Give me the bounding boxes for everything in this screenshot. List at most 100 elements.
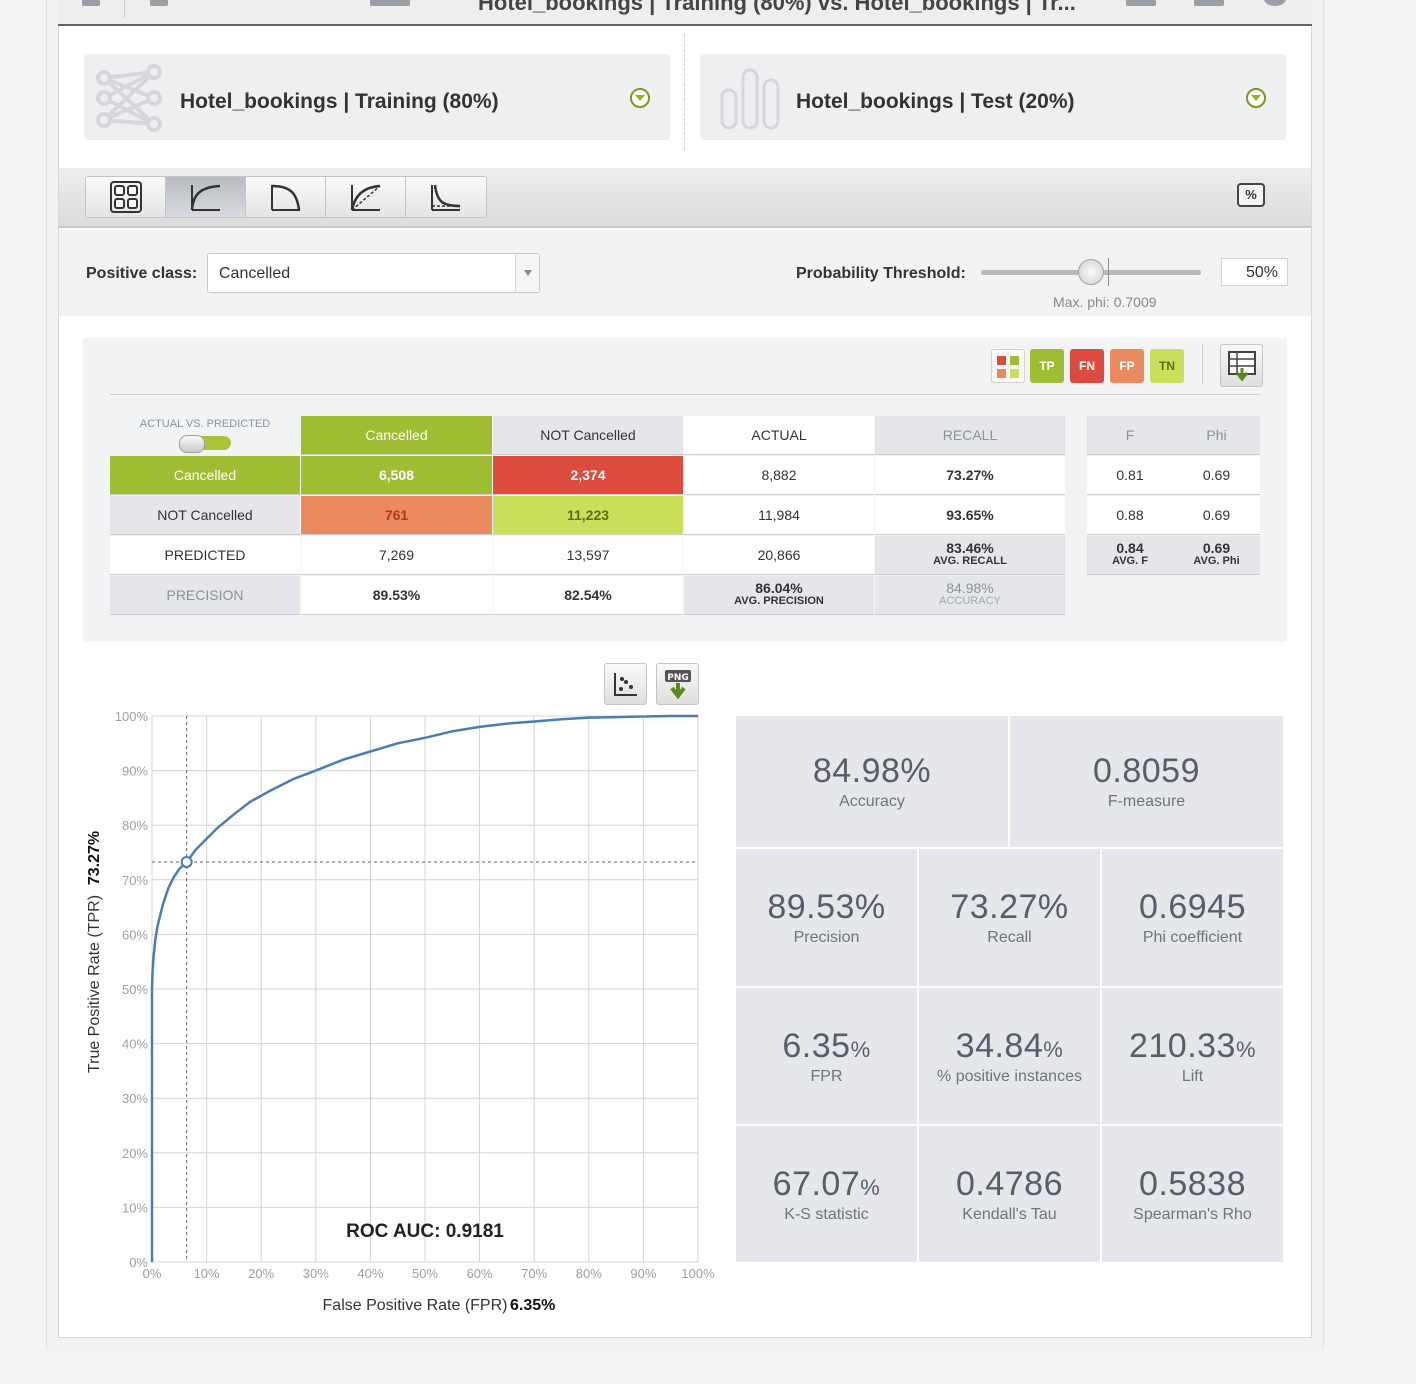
threshold-slider-handle[interactable] — [1078, 259, 1104, 285]
legend-fn-button[interactable]: FN — [1070, 349, 1104, 383]
phi-metric-value: 0.6945 — [1139, 888, 1246, 926]
cell-tn[interactable]: 11,223 — [493, 496, 683, 535]
precision-recall-icon — [270, 184, 300, 211]
x-tick-label: 50% — [412, 1266, 438, 1281]
avg-precision-label: AVG. PRECISION — [734, 595, 824, 607]
lift-metric-value: 210.33% — [1129, 1027, 1256, 1066]
ks-unit: % — [860, 1174, 881, 1200]
scatter-plot-button[interactable] — [604, 663, 647, 705]
legend-grid-cell — [997, 356, 1006, 365]
metric-lift: 210.33% Lift — [1102, 988, 1283, 1124]
spearman-metric-label: Spearman's Rho — [1133, 1205, 1252, 1223]
col-header-actual: ACTUAL — [684, 416, 874, 455]
legend-grid-cell — [1010, 369, 1019, 378]
toolbar-divider — [124, 0, 125, 18]
y-tick-label: 40% — [122, 1037, 148, 1052]
info-icon[interactable] — [82, 0, 100, 6]
scatter-plot-icon — [614, 673, 637, 696]
roc-chart-svg: 0% 10% 20% 30% 40% 50% 60% 70% 80% 90% 100% 0% 10% 20… — [86, 709, 715, 1314]
x-tick-label: 100% — [681, 1266, 715, 1281]
actual-predicted-toggle[interactable] — [179, 435, 231, 453]
avg-recall-label: AVG. RECALL — [933, 555, 1007, 567]
threshold-label: Probability Threshold: — [796, 265, 966, 282]
f-measure-metric-label: F-measure — [1107, 793, 1186, 810]
positive-class-select[interactable]: Cancelled — [207, 253, 540, 293]
avg-precision-value: 86.04% — [755, 580, 803, 596]
fpr-metric-value: 6.35% — [782, 1027, 870, 1066]
cell-avg-recall: 83.46% AVG. RECALL — [875, 536, 1065, 575]
training-dropdown-icon[interactable] — [630, 88, 650, 108]
roc-curve-icon — [190, 184, 220, 211]
more-icon[interactable] — [1194, 0, 1224, 6]
lift-number: 210.33 — [1128, 1026, 1236, 1065]
svg-text:PNG: PNG — [667, 673, 689, 683]
f-measure-metric-value: 0.8059 — [1093, 752, 1200, 790]
move-icon[interactable] — [150, 0, 168, 6]
accuracy-value: 84.98% — [946, 580, 994, 596]
tab-lift-curve[interactable] — [406, 177, 486, 217]
chevron-down-icon[interactable] — [515, 254, 539, 292]
row-header-positive: Cancelled — [110, 456, 300, 495]
excel-export-button[interactable] — [1220, 344, 1263, 387]
cell-actual-negative: 11,984 — [684, 496, 874, 535]
operating-point[interactable] — [180, 855, 193, 868]
accuracy-metric-label: Accuracy — [839, 793, 905, 810]
x-marker-label: 6.35% — [510, 1297, 555, 1314]
actions-icon[interactable] — [1126, 0, 1156, 6]
help-icon[interactable] — [1264, 0, 1286, 6]
x-tick-label: 80% — [576, 1266, 602, 1281]
accuracy-metric-value: 84.98% — [812, 752, 932, 790]
avg-phi-value: 0.69 — [1202, 540, 1231, 556]
confusion-matrix-icon — [109, 181, 142, 213]
test-dataset-box[interactable]: Hotel_bookings | Test (20%) — [700, 54, 1286, 140]
y-tick-label: 70% — [122, 873, 148, 888]
legend-tp-button[interactable]: TP — [1030, 349, 1064, 383]
kendall-metric-value: 0.4786 — [956, 1164, 1063, 1203]
avg-f-label: AVG. F — [1112, 555, 1148, 567]
metric-phi: 0.6945 Phi coefficient — [1102, 849, 1283, 986]
positive-instances-metric-label: % positive instances — [937, 1067, 1082, 1085]
metric-kendall: 0.4786 Kendall's Tau — [919, 1126, 1100, 1262]
evaluation-toolbar: % — [59, 168, 1311, 228]
y-tick-label: 100% — [115, 709, 149, 724]
avg-phi-label: AVG. Phi — [1193, 555, 1240, 567]
training-dataset-box[interactable]: Hotel_bookings | Training (80%) — [84, 54, 670, 140]
avg-f-value: 0.84 — [1116, 540, 1144, 556]
legend-tn-button[interactable]: TN — [1150, 349, 1184, 383]
percent-icon[interactable]: % — [1237, 183, 1265, 207]
training-dataset-label: Hotel_bookings | Training (80%) — [180, 90, 499, 113]
dataset-divider — [684, 34, 685, 150]
png-download-button[interactable]: PNG — [656, 663, 699, 705]
side-f-negative: 0.88 — [1087, 496, 1173, 535]
cell-fp[interactable]: 761 — [301, 496, 492, 535]
cell-tp[interactable]: 6,508 — [301, 456, 492, 495]
col-header-negative: NOT Cancelled — [493, 416, 683, 455]
tab-roc-curve[interactable] — [166, 177, 246, 217]
y-tick-label: 60% — [122, 927, 148, 942]
recall-metric-value: 73.27% — [950, 888, 1069, 926]
x-tick-label: 10% — [194, 1266, 220, 1281]
positive-instances-metric-value: 34.84% — [956, 1027, 1064, 1066]
excel-export-icon — [1228, 351, 1256, 382]
legend-fp-button[interactable]: FP — [1110, 349, 1144, 383]
tab-gain-curve[interactable] — [326, 177, 406, 217]
cell-fn[interactable]: 2,374 — [493, 456, 683, 495]
metric-spearman: 0.5838 Spearman's Rho — [1102, 1126, 1283, 1262]
tab-confusion-matrix[interactable] — [86, 177, 166, 217]
side-f-positive: 0.81 — [1087, 456, 1173, 495]
phi-metric-label: Phi coefficient — [1142, 929, 1243, 946]
test-dropdown-icon[interactable] — [1246, 88, 1266, 108]
cell-recall-negative: 93.65% — [875, 496, 1065, 535]
threshold-input[interactable]: 50% — [1221, 258, 1288, 286]
view-tabs — [85, 176, 487, 218]
y-tick-label: 90% — [122, 764, 148, 779]
ks-metric-label: K-S statistic — [784, 1205, 869, 1223]
legend-all-button[interactable] — [991, 349, 1025, 383]
col-header-recall: RECALL — [875, 416, 1065, 455]
network-icon — [96, 64, 162, 132]
tab-precision-recall[interactable] — [246, 177, 326, 217]
class-bar: Positive class: Cancelled Probability Th… — [59, 230, 1311, 316]
y-tick-label: 50% — [122, 982, 148, 997]
x-tick-label: 30% — [303, 1266, 329, 1281]
precision-metric-label: Precision — [793, 929, 860, 946]
